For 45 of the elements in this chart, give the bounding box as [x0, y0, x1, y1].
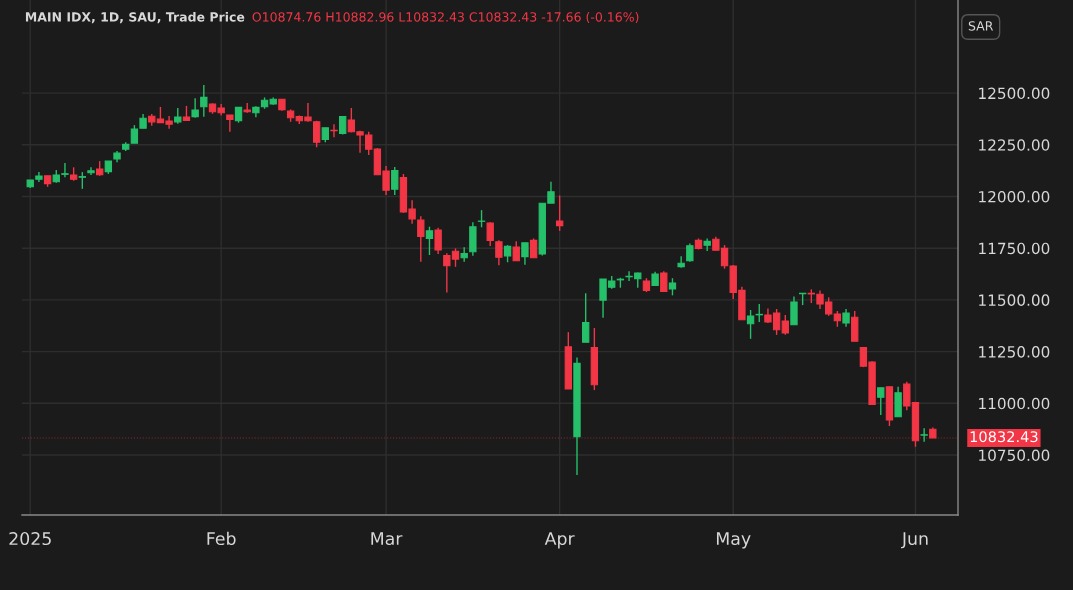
candlestick: [87, 166, 95, 176]
y-tick-label: 11750.00: [979, 242, 1050, 255]
candlestick: [920, 427, 928, 443]
x-tick-label: May: [716, 532, 751, 549]
candlestick: [781, 314, 789, 336]
candlestick: [495, 239, 503, 267]
candlestick: [200, 84, 208, 118]
x-tick-label: Jun: [901, 532, 928, 549]
y-tick-label: 12000.00: [979, 190, 1050, 203]
x-tick-label: Mar: [371, 532, 403, 546]
y-tick-label: 12500.00: [979, 87, 1050, 100]
x-tick-label: Feb: [207, 531, 236, 546]
text: MAIN IDX, 1D, SAU, Trade Price: [25, 11, 245, 24]
candlestick: [851, 310, 859, 342]
candlestick: [555, 194, 564, 232]
candlestick: [312, 120, 321, 148]
candlestick: [677, 255, 685, 269]
candlestick: [790, 295, 798, 326]
y-tick-label: 11500.00: [979, 294, 1050, 306]
text: SAR: [968, 21, 994, 31]
y-tick-label: 12250.00: [979, 139, 1050, 151]
y-tick-label: 11000.00: [979, 397, 1050, 410]
x-tick-label: 2025: [9, 531, 51, 546]
candlestick: [582, 292, 590, 343]
y-tick-label: 11250.00: [979, 346, 1050, 358]
candlestick: [486, 221, 494, 247]
y-tick-label: 10750.00: [979, 449, 1050, 462]
candlestick: [894, 386, 902, 418]
candlestick: [529, 237, 538, 259]
candlestick: [746, 309, 755, 340]
ref-line-label: 10832.43: [970, 431, 1038, 443]
candlestick: [877, 387, 885, 416]
candlestick: [191, 97, 199, 119]
candlestick: [521, 242, 529, 266]
candlestick: [425, 225, 434, 256]
candlestick: [660, 270, 668, 293]
candlestick: [686, 242, 694, 263]
x-tick-label: Apr: [544, 532, 575, 549]
candlestick: [434, 227, 442, 255]
candlestick: [512, 240, 520, 262]
candlestick: [226, 114, 234, 133]
candlestick: [417, 215, 425, 263]
candlestick: [391, 166, 399, 196]
candlestick: [460, 246, 468, 263]
text: O10874.76 H10882.96 L10832.43 C10832.43 -17.66 (-0.16%): [252, 11, 639, 24]
